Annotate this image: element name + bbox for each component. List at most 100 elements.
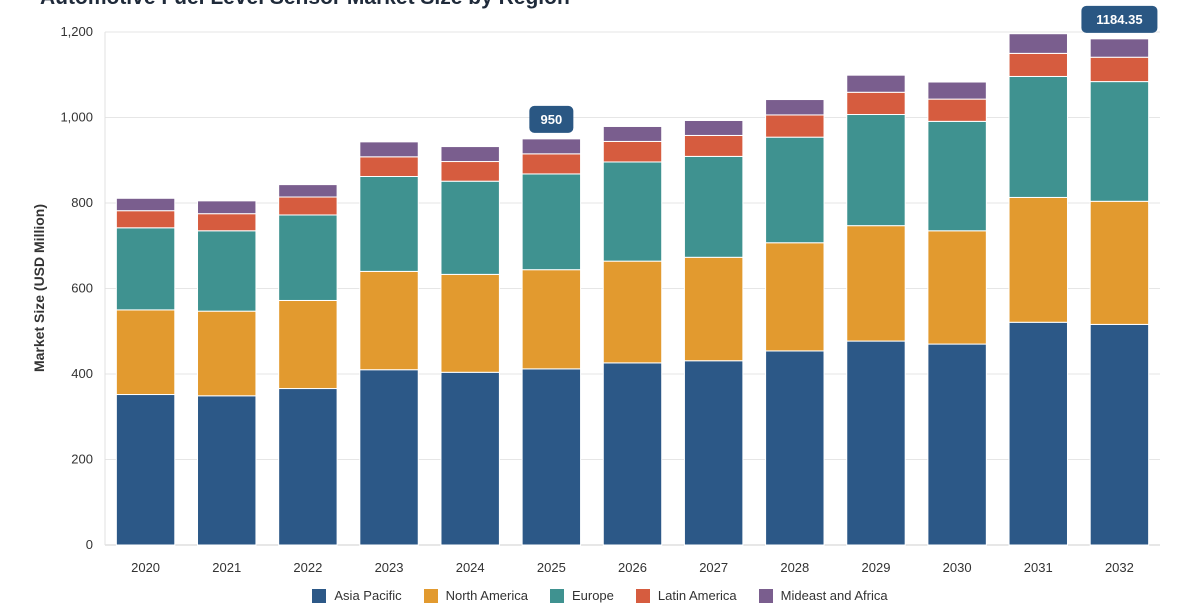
bar-segment [197, 200, 257, 215]
bar-segment [521, 173, 582, 271]
x-tick-label: 2023 [375, 560, 404, 575]
x-tick-label: 2024 [456, 560, 485, 575]
legend-item[interactable]: North America [423, 588, 528, 603]
bar-segment [927, 81, 987, 100]
bar-segment [359, 369, 419, 546]
bar-segment [1089, 200, 1150, 325]
bar-segment [115, 227, 176, 311]
y-tick-label: 800 [71, 195, 93, 210]
bar-segment [1089, 323, 1150, 546]
bar-segment [1008, 52, 1068, 77]
bar-segment [278, 214, 338, 301]
bar-segment [359, 156, 419, 177]
bar-segment [602, 125, 663, 142]
bar-segment [278, 196, 338, 216]
tick-labels: 0 200 400 600 800 1,000 1,200 2020 2021 2022 2023 2… [60, 24, 1133, 575]
bar-segment [927, 98, 987, 122]
legend-item[interactable]: Latin America [635, 588, 737, 603]
bar-segment [359, 175, 419, 272]
y-axis-title: Market Size (USD Million) [31, 204, 47, 372]
bar-segment [115, 197, 176, 212]
x-tick-label: 2021 [212, 560, 241, 575]
annotations: 950 1184.35 [529, 5, 1158, 133]
chart-title: Automotive Fuel Level Sensor Market Size… [40, 0, 570, 10]
bar-segment [927, 230, 987, 345]
legend-item[interactable]: Asia Pacific [312, 588, 402, 603]
annotation-label: 950 [540, 112, 562, 127]
bar-segment [846, 114, 906, 227]
x-tick-label: 2031 [1024, 560, 1053, 575]
bar-segment [197, 310, 257, 397]
bar-segment [521, 153, 582, 175]
bar-segment [115, 394, 176, 546]
legend-label: Europe [571, 588, 614, 603]
bar-segment [440, 146, 500, 163]
y-tick-label: 200 [71, 452, 93, 467]
x-tick-label: 2032 [1105, 560, 1134, 575]
y-tick-label: 1,000 [60, 110, 93, 125]
bar-segment [115, 210, 176, 229]
bar-segment [1089, 81, 1150, 202]
bar-segment [683, 360, 744, 546]
bar-segment [521, 138, 582, 155]
bar-segment [359, 270, 419, 371]
bar-segment [683, 155, 744, 258]
bar-segment [602, 362, 663, 546]
bar-segment [359, 141, 419, 158]
bar-segment [1008, 321, 1068, 546]
annotation-bubble [1081, 5, 1158, 33]
bar-segment [440, 371, 500, 546]
bar-segment [197, 213, 257, 232]
bar-segment [440, 273, 500, 373]
x-tick-label: 2027 [699, 560, 728, 575]
bar-segment [602, 161, 663, 262]
bar-segment [602, 140, 663, 163]
legend-label: North America [445, 588, 528, 603]
y-tick-label: 600 [71, 281, 93, 296]
legend-swatch [758, 588, 773, 603]
legend: Asia Pacific North America Europe Latin Ame… [0, 588, 1200, 603]
legend-swatch [423, 588, 438, 603]
x-tick-label: 2026 [618, 560, 647, 575]
x-tick-label: 2030 [943, 560, 972, 575]
bar-segment [1089, 38, 1150, 58]
bar-segment [1008, 75, 1068, 198]
legend-label: Mideast and Africa [780, 588, 888, 603]
bar-segment [602, 260, 663, 364]
bar-segment [683, 119, 744, 136]
bar-segment [927, 343, 987, 546]
bar-segment [440, 180, 500, 275]
bar-segment [197, 395, 257, 546]
total-annotation: 950 [529, 105, 574, 133]
bar-segment [683, 256, 744, 362]
y-tick-label: 400 [71, 366, 93, 381]
x-tick-label: 2022 [293, 560, 322, 575]
bar-segment [846, 74, 906, 93]
bar-segment [197, 230, 257, 312]
legend-swatch [312, 588, 327, 603]
bar-segment [846, 91, 906, 116]
legend-swatch [549, 588, 564, 603]
legend-label: Latin America [657, 588, 737, 603]
bar-segment [683, 134, 744, 157]
bar-segment [521, 269, 582, 370]
annotation-bubble [529, 105, 574, 133]
bar-segment [846, 225, 906, 342]
bar-segment [765, 242, 825, 352]
y-tick-label: 1,200 [60, 24, 93, 39]
legend-item[interactable]: Europe [549, 588, 614, 603]
bar-segment [1089, 56, 1150, 83]
legend-item[interactable]: Mideast and Africa [758, 588, 888, 603]
bars [115, 33, 1150, 546]
bar-segment [278, 388, 338, 546]
bar-segment [765, 136, 825, 244]
bar-segment [927, 120, 987, 232]
bar-segment [765, 114, 825, 138]
bar-segment [765, 350, 825, 546]
x-tick-label: 2020 [131, 560, 160, 575]
bar-segment [521, 368, 582, 546]
bar-segment [1008, 196, 1068, 323]
bar-segment [115, 309, 176, 396]
x-tick-label: 2029 [862, 560, 891, 575]
